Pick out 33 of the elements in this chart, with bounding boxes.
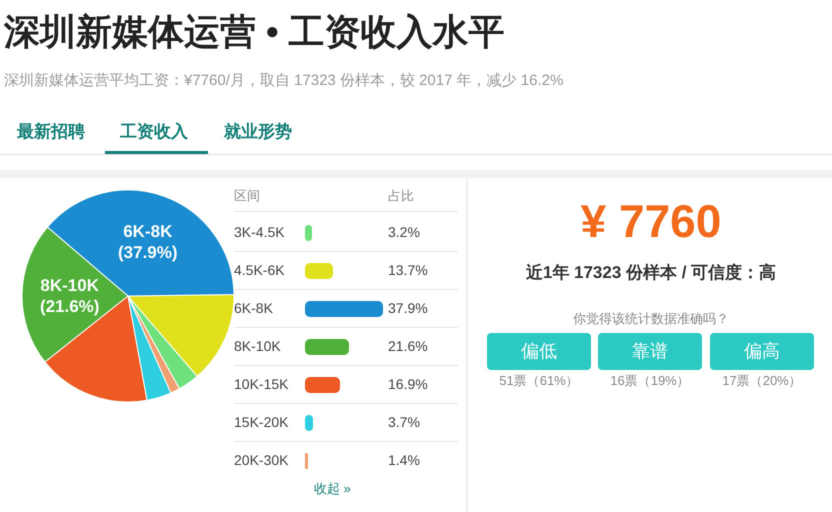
legend-label: 3K-4.5K bbox=[234, 224, 285, 240]
text: 偏低 bbox=[487, 333, 591, 370]
text: 37.9% bbox=[388, 300, 428, 316]
text: 3.2% bbox=[388, 224, 420, 240]
text: 偏高 bbox=[710, 333, 814, 370]
text: 工资收入 bbox=[120, 121, 188, 143]
text: 1.4% bbox=[388, 452, 420, 468]
text: 16票（19%） bbox=[609, 372, 691, 390]
text: 17票（20%） bbox=[721, 372, 803, 390]
text: 区间 bbox=[234, 187, 260, 205]
data-label: 6K-8K (37.9%) bbox=[118, 222, 178, 262]
text: 21.6% bbox=[388, 338, 428, 354]
text: 你觉得该统计数据准确吗？ bbox=[572, 310, 730, 328]
legend-label: 10K-15K bbox=[234, 376, 288, 392]
legend-label: 15K-20K bbox=[234, 414, 288, 430]
text: 近1年 17323 份样本 / 可信度：高 bbox=[524, 262, 778, 284]
legend-label: 20K-30K bbox=[234, 452, 288, 468]
text: 收起 » bbox=[314, 480, 351, 498]
text: 3.7% bbox=[388, 414, 420, 430]
text: 13.7% bbox=[388, 262, 428, 278]
text: 最新招聘 bbox=[17, 121, 85, 143]
text: ¥ 7760 bbox=[580, 194, 722, 248]
text: 就业形势 bbox=[224, 121, 292, 143]
text: 16.9% bbox=[388, 376, 428, 392]
slice-label: 6K-8K bbox=[234, 300, 273, 316]
chart-title: 深圳新媒体运营 • 工资收入水平 bbox=[4, 10, 505, 54]
legend-label: 4.5K-6K bbox=[234, 262, 285, 278]
text: 51票（61%） bbox=[498, 372, 580, 390]
legend-label: 8K-10K bbox=[234, 338, 281, 354]
text: 靠谱 bbox=[598, 333, 702, 370]
data-label: 8K-10K (21.6%) bbox=[40, 275, 100, 316]
chart-subtitle: 深圳新媒体运营平均工资：¥7760/月，取自 17323 份样本，较 2017 年，减少 16.2% bbox=[4, 71, 564, 90]
text: 占比 bbox=[388, 187, 414, 205]
